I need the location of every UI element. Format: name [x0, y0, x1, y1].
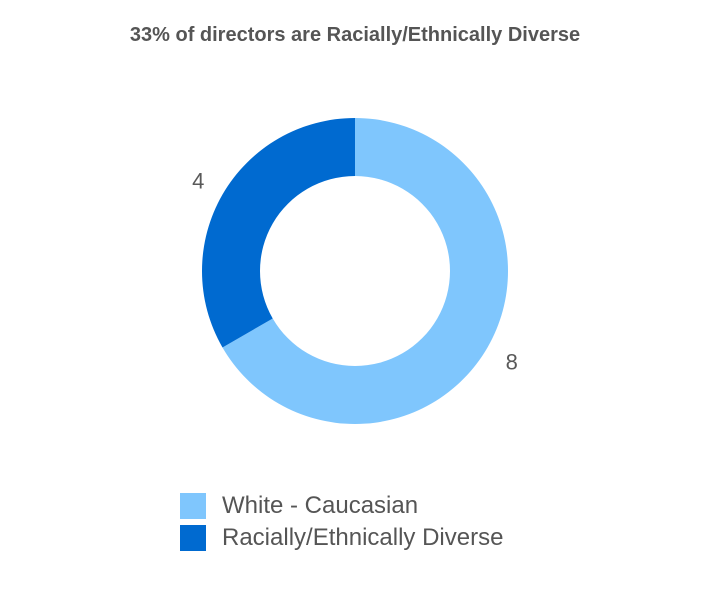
slice-racially-ethnically-diverse: [201, 118, 355, 348]
legend-label-racially-ethnically-diverse: Racially/Ethnically Diverse: [222, 524, 504, 551]
legend-item-racially-ethnically-diverse: Racially/Ethnically Diverse: [180, 522, 503, 554]
donut-slices: [201, 118, 508, 424]
data-label-racially-ethnically-diverse: 4: [192, 169, 204, 194]
legend: White - Caucasian Racially/Ethnically Di…: [180, 490, 503, 554]
legend-swatch-white-caucasian: [180, 493, 206, 519]
donut-data-labels: 84: [192, 169, 518, 375]
data-label-white-caucasian: 8: [506, 350, 518, 375]
slice-white-caucasian: [222, 118, 508, 424]
legend-label-white-caucasian: White - Caucasian: [222, 492, 419, 519]
chart-title: 33% of directors are Racially/Ethnically…: [129, 24, 581, 46]
legend-item-white-caucasian: White - Caucasian: [180, 490, 503, 522]
legend-swatch-racially-ethnically-diverse: [180, 525, 206, 551]
